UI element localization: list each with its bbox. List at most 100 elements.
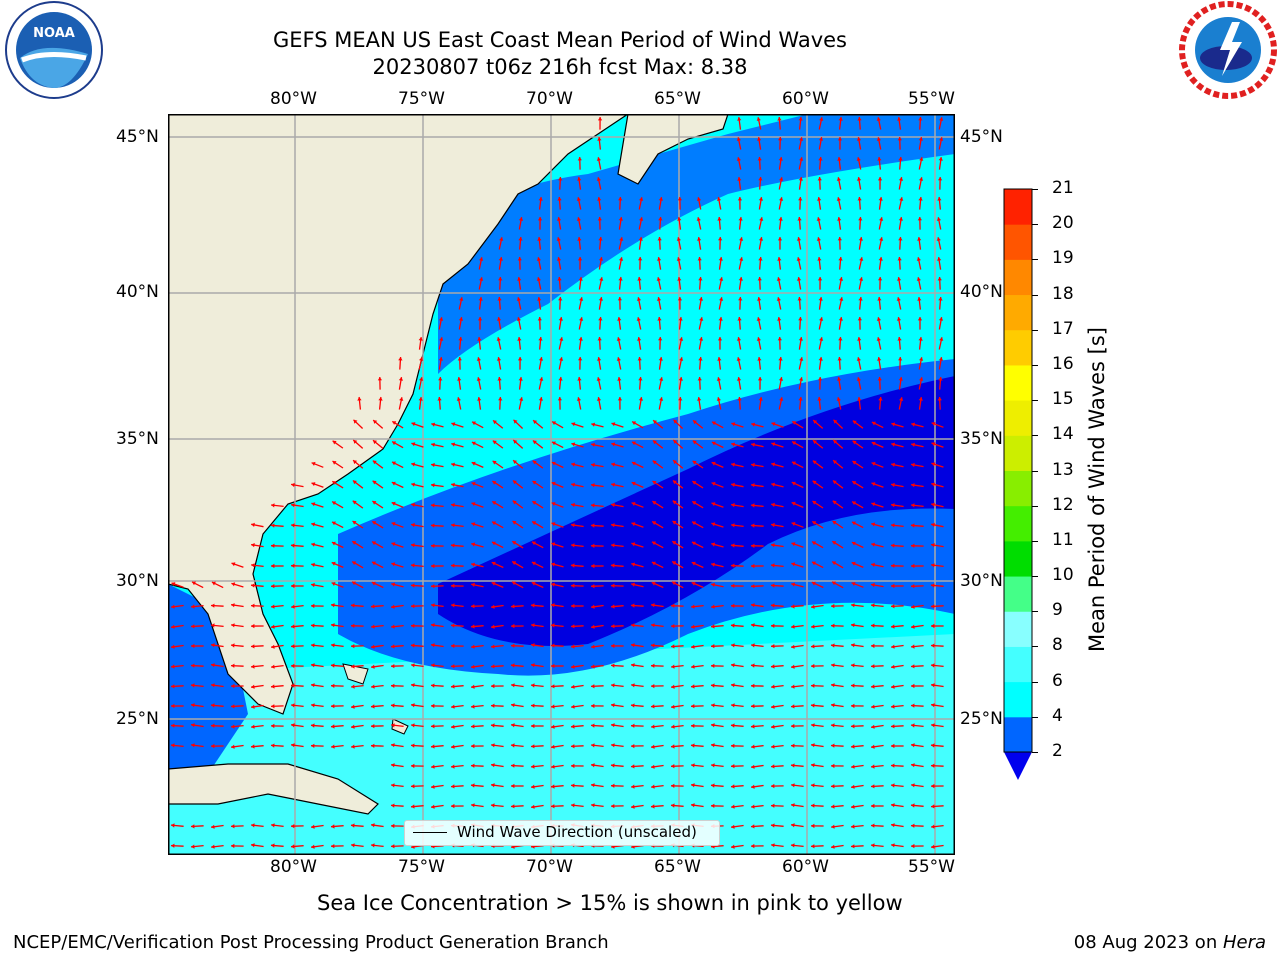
wind-arrow-head xyxy=(678,397,683,401)
wind-arrow-head xyxy=(871,482,876,487)
wind-arrow-head xyxy=(251,684,255,689)
wind-arrow-head xyxy=(251,724,255,729)
wind-arrow-head xyxy=(791,723,795,729)
wind-arrow-head xyxy=(736,357,741,361)
wind-arrow-head xyxy=(856,157,861,161)
wind-arrow-head xyxy=(537,297,542,301)
wind-arrow-head xyxy=(756,117,761,121)
wind-arrow-head xyxy=(852,521,856,526)
wind-arrow-head xyxy=(791,481,796,486)
wind-arrow-head xyxy=(411,663,415,668)
wind-arrow-head xyxy=(898,237,903,241)
wind-wave-arrows xyxy=(170,116,944,849)
land-maritime xyxy=(617,114,729,185)
wind-arrow-head xyxy=(813,440,817,445)
colorbar-under-triangle xyxy=(1004,752,1032,780)
wind-arrow-head xyxy=(211,623,215,628)
wind-arrow-head xyxy=(598,237,603,241)
wind-arrow-head xyxy=(671,684,675,689)
wind-arrow-head xyxy=(311,683,315,688)
wind-arrow-head xyxy=(651,663,655,668)
wind-arrow-head xyxy=(532,460,537,465)
colorbar-tick-label: 2 xyxy=(1052,741,1063,761)
wind-arrow-head xyxy=(692,460,697,465)
wind-arrow-head xyxy=(538,357,544,361)
wind-arrow-head xyxy=(671,704,675,709)
wind-arrow-head xyxy=(891,843,895,848)
wind-arrow-head xyxy=(638,237,643,241)
wind-arrow-head xyxy=(791,783,795,788)
wind-arrow-head xyxy=(271,543,275,548)
wind-arrow-head xyxy=(418,337,423,341)
wind-arrow-head xyxy=(211,743,215,749)
wind-arrow-head xyxy=(371,604,375,609)
wind-arrow-head xyxy=(891,704,895,709)
wind-arrow-head xyxy=(351,684,355,689)
wind-arrow-head xyxy=(471,441,476,446)
wind-arrow-head xyxy=(771,583,775,588)
wind-arrow-head xyxy=(571,563,575,568)
wind-arrow-head xyxy=(692,481,697,485)
wind-arrow-head xyxy=(856,177,862,181)
wind-arrow-head xyxy=(653,420,658,424)
wind-arrow-head xyxy=(271,743,275,748)
wind-arrow-head xyxy=(791,823,795,828)
wind-arrow-head xyxy=(431,683,435,688)
wind-arrow-head xyxy=(491,723,495,728)
wind-arrow-head xyxy=(697,397,702,401)
wind-arrow-head xyxy=(271,704,275,709)
wind-arrow-head xyxy=(936,217,942,221)
wind-arrow-head xyxy=(751,483,755,488)
wind-arrow-head xyxy=(571,502,575,508)
wind-arrow-head xyxy=(291,723,295,728)
wind-arrow-head xyxy=(631,562,636,567)
wind-arrow-head xyxy=(896,297,901,301)
wind-arrow-head xyxy=(637,337,642,341)
wind-arrow-head xyxy=(373,440,377,445)
wind-arrow-head xyxy=(657,317,662,321)
wind-arrow-head xyxy=(458,337,463,341)
wind-arrow-head xyxy=(939,337,944,341)
wind-arrow-head xyxy=(898,217,903,221)
wind-arrow-head xyxy=(731,623,735,628)
wind-arrow-head xyxy=(931,522,935,527)
wind-arrow-head xyxy=(291,683,295,688)
wind-arrow-head xyxy=(291,503,295,508)
wind-arrow-head xyxy=(836,177,841,181)
wind-arrow-head xyxy=(691,664,695,669)
wind-arrow-head xyxy=(931,844,935,849)
wind-arrow-head xyxy=(471,704,475,709)
wind-arrow-head xyxy=(596,157,601,161)
wind-arrow-head xyxy=(471,724,475,729)
wind-arrow-head xyxy=(618,257,624,261)
wind-arrow-head xyxy=(398,377,403,381)
wind-arrow-head xyxy=(251,522,255,527)
wind-arrow-head xyxy=(516,317,521,321)
wind-arrow-head xyxy=(351,704,355,709)
wind-arrow-head xyxy=(931,743,935,748)
wind-arrow-head xyxy=(818,297,823,301)
nws-logo xyxy=(1179,1,1277,99)
wind-arrow-head xyxy=(737,197,743,201)
wind-arrow-head xyxy=(819,337,824,341)
wind-arrow-head xyxy=(231,724,235,729)
wind-arrow-head xyxy=(711,683,715,688)
wind-arrow-head xyxy=(351,644,355,649)
wind-arrow-head xyxy=(611,482,615,487)
wind-arrow-head xyxy=(871,724,875,729)
wind-arrow-head xyxy=(431,764,435,769)
wind-arrow-head xyxy=(591,543,595,548)
wind-arrow-head xyxy=(611,763,615,768)
wind-arrow-head xyxy=(711,604,715,609)
wind-arrow-head xyxy=(618,277,623,281)
wind-arrow-head xyxy=(411,482,415,487)
wind-arrow-head xyxy=(898,177,904,181)
wind-arrow-head xyxy=(791,763,795,768)
wind-arrow-head xyxy=(672,500,677,505)
colorbar-segment xyxy=(1004,294,1032,331)
wind-arrow-head xyxy=(858,217,863,221)
wind-arrow-head xyxy=(937,397,942,401)
wind-arrow-head xyxy=(332,521,336,526)
wind-arrow-head xyxy=(831,784,835,789)
wind-arrow-head xyxy=(658,217,663,221)
